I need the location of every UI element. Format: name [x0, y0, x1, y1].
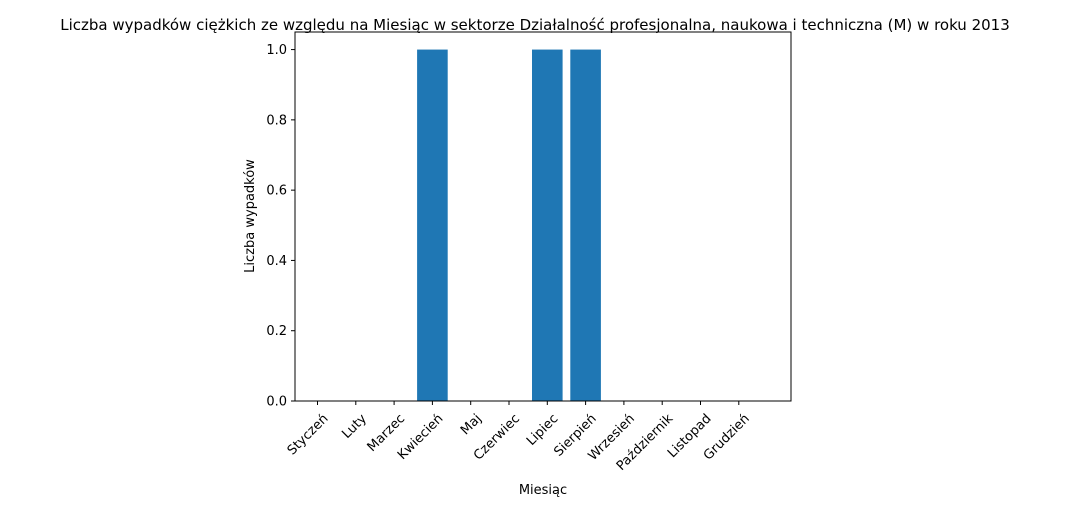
chart-title: Liczba wypadków ciężkich ze względu na M… — [60, 16, 1010, 34]
plot-frame — [294, 31, 792, 402]
y-axis: 0.0 0.2 0.4 0.6 0.8 1.0 — [266, 43, 295, 410]
x-tick-label: Styczeń — [285, 411, 332, 458]
y-tick-label: 0.0 — [266, 395, 287, 410]
y-tick-label: 0.2 — [266, 324, 287, 339]
x-tick-label: Luty — [339, 411, 370, 442]
y-tick-label: 0.4 — [266, 254, 287, 269]
y-tick-label: 0.6 — [266, 184, 287, 199]
bar-Kwiecień — [417, 49, 448, 401]
x-tick-label: Lipiec — [524, 411, 561, 448]
bar-Lipiec — [532, 49, 563, 401]
x-tick-label: Maj — [458, 411, 485, 438]
bar-Sierpień — [570, 49, 601, 401]
y-axis-label: Liczba wypadków — [243, 159, 258, 273]
x-axis-label: Miesiąc — [519, 483, 567, 498]
y-tick-label: 0.8 — [266, 113, 287, 128]
y-tick-label: 1.0 — [266, 43, 287, 58]
bars-group — [417, 49, 601, 401]
